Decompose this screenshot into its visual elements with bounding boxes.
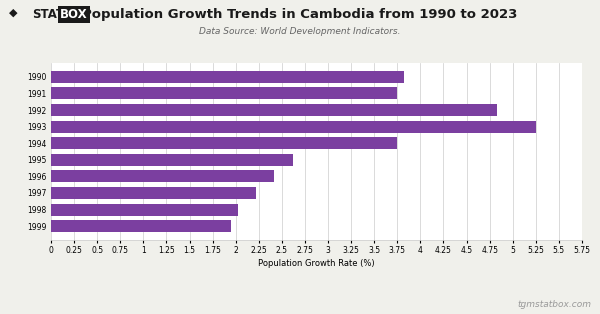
Text: Population Growth Trends in Cambodia from 1990 to 2023: Population Growth Trends in Cambodia fro… (82, 8, 518, 21)
Bar (51, 121, 536, 133)
Bar (51, 154, 293, 166)
Bar (51, 71, 404, 83)
Bar (51, 137, 397, 149)
Bar (51, 203, 238, 215)
Bar (51, 220, 231, 232)
Text: BOX: BOX (60, 8, 88, 21)
Bar (51, 88, 397, 100)
Bar (51, 171, 274, 182)
Bar (51, 104, 497, 116)
X-axis label: Population Growth Rate (%): Population Growth Rate (%) (258, 259, 375, 268)
Bar (51, 187, 256, 199)
Text: Data Source: World Development Indicators.: Data Source: World Development Indicator… (199, 27, 401, 36)
Text: ◆: ◆ (9, 8, 17, 18)
Text: tgmstatbox.com: tgmstatbox.com (517, 300, 591, 309)
Text: STAT: STAT (32, 8, 64, 21)
